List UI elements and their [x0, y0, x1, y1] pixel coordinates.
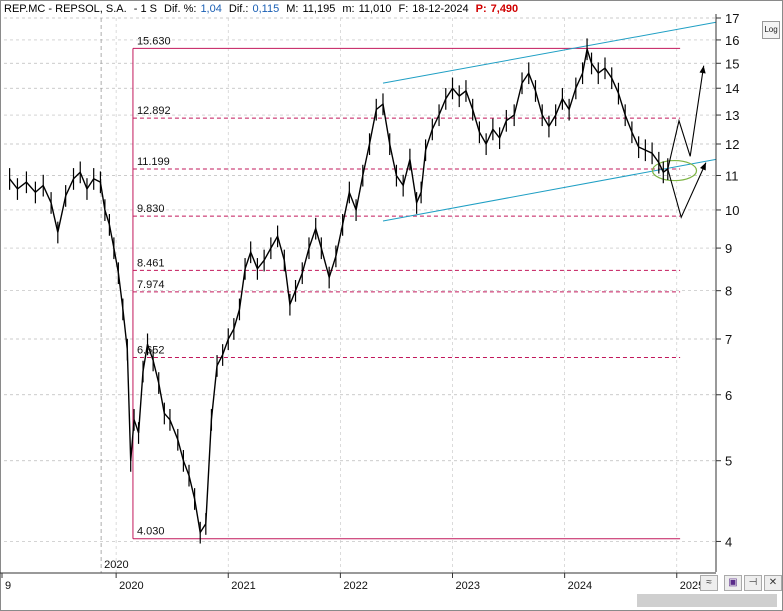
y-tick-label: 9 — [725, 241, 732, 256]
projection-path — [667, 65, 705, 170]
y-tick-label: 11 — [725, 168, 739, 183]
y-tick-label: 4 — [725, 534, 732, 549]
dif-pct-label: Dif. %: — [164, 3, 197, 15]
lower-channel-line — [382, 158, 717, 222]
y-tick-label: 5 — [725, 454, 732, 469]
x-tick-label: 2022 — [343, 580, 367, 592]
retracement-level-label: 4.030 — [137, 526, 165, 538]
projection-arrowhead — [700, 162, 706, 171]
date-value: 18-12-2024 — [412, 3, 469, 15]
retracement-level-label: 12.892 — [137, 105, 171, 117]
y-tick-label: 10 — [725, 203, 739, 218]
y-tick-label: 13 — [725, 108, 739, 123]
y-tick-label: 14 — [725, 81, 739, 96]
min-value: 11,010 — [358, 3, 392, 15]
retracement-level-label: 8.461 — [137, 257, 165, 269]
p-label: P: — [475, 3, 487, 15]
x-tick-label: 2020 — [119, 580, 143, 592]
close-icon[interactable]: ✕ — [764, 575, 782, 591]
y-tick-label: 8 — [725, 284, 732, 299]
retracement-level-label: 9.830 — [137, 203, 165, 215]
y-tick-label: 7 — [725, 332, 732, 347]
retracement-level-label: 15.630 — [137, 35, 171, 47]
y-tick-label: 12 — [725, 137, 739, 152]
x-tick-label: 9 — [5, 580, 11, 592]
log-scale-button[interactable]: Log — [762, 21, 780, 39]
x-tick-label: 2023 — [456, 580, 480, 592]
retracement-level-label: 6.652 — [137, 344, 165, 356]
period-label: - 1 S — [133, 3, 157, 15]
dif-label: Dif.: — [228, 3, 249, 15]
chart-options-icon[interactable]: ≈ — [700, 575, 718, 591]
p-value: 7,490 — [490, 3, 519, 15]
price-line — [9, 48, 669, 535]
x-tick-label: 2024 — [568, 580, 592, 592]
upper-channel-line — [382, 21, 717, 84]
dif-value: 0,115 — [252, 3, 280, 15]
retracement-level-label: 11.199 — [137, 156, 170, 168]
x-tick-label: 2021 — [231, 580, 255, 592]
date-label: F: — [398, 3, 409, 15]
highlight-ellipse — [651, 159, 698, 182]
horizontal-scrollbar[interactable] — [637, 594, 777, 607]
y-tick-label: 15 — [725, 56, 739, 71]
y-tick-label: 16 — [725, 33, 739, 48]
x-tick-label: 2025 — [680, 580, 704, 592]
pin-icon[interactable]: ⊣ — [744, 575, 762, 591]
quote-header: REP.MC - REPSOL, S.A. - 1 S Dif. %: 1,04 … — [4, 3, 522, 15]
save-icon[interactable]: ▣ — [724, 575, 742, 591]
projection-arrowhead — [699, 65, 706, 74]
retracement-level-label: 7.974 — [137, 279, 165, 291]
max-value: 11,195 — [302, 3, 336, 15]
dif-pct-value: 1,04 — [200, 3, 222, 15]
ticker-label: REP.MC - REPSOL, S.A. — [4, 3, 127, 15]
max-label: M: — [286, 3, 299, 15]
y-tick-label: 6 — [725, 388, 732, 403]
projection-path-alt — [667, 162, 707, 219]
min-label: m: — [342, 3, 355, 15]
year-marker-label: 2020 — [104, 559, 128, 571]
y-tick-label: 17 — [725, 11, 739, 26]
